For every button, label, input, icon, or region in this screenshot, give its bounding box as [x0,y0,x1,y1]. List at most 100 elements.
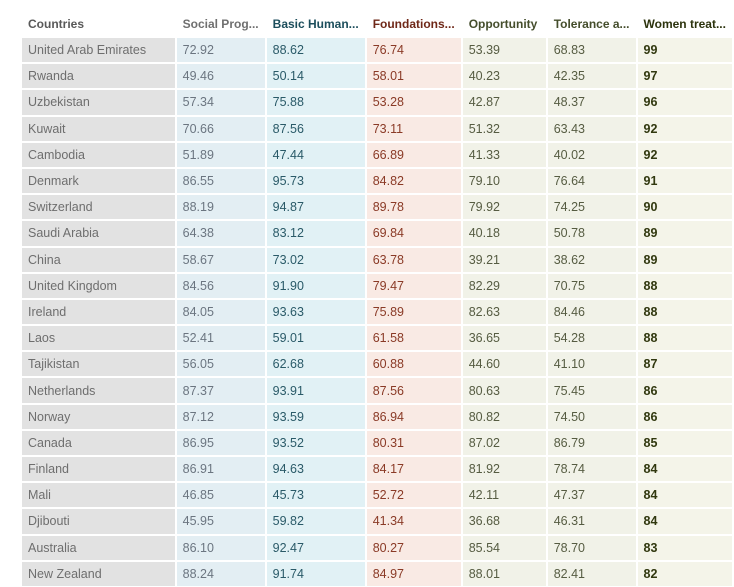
tolerance-value-cell[interactable]: 54.28 [547,326,636,351]
basic-value-cell[interactable]: 95.73 [266,168,365,194]
women-value-cell[interactable]: 85 [637,430,732,455]
women-value-cell[interactable]: 88 [637,326,732,351]
tolerance-value-cell[interactable]: 38.62 [547,247,636,272]
country-cell[interactable]: New Zealand [22,561,175,586]
foundations-value-cell[interactable]: 84.17 [366,457,461,482]
tolerance-value-cell[interactable]: 78.70 [547,535,636,560]
country-cell[interactable]: Djibouti [22,509,175,534]
social-value-cell[interactable]: 72.92 [176,38,265,63]
tolerance-value-cell[interactable]: 46.31 [547,509,636,534]
women-value-cell[interactable]: 89 [637,247,732,272]
opportunity-value-cell[interactable]: 87.02 [462,430,546,455]
foundations-value-cell[interactable]: 73.11 [366,116,461,141]
opportunity-value-cell[interactable]: 42.11 [462,483,546,508]
basic-value-cell[interactable]: 47.44 [266,142,365,167]
country-cell[interactable]: Tajikistan [22,352,175,377]
tolerance-value-cell[interactable]: 41.10 [547,352,636,377]
opportunity-value-cell[interactable]: 51.32 [462,116,546,141]
basic-value-cell[interactable]: 87.56 [266,116,365,141]
basic-value-cell[interactable]: 50.14 [266,64,365,89]
column-header-country[interactable]: Countries [22,11,175,36]
tolerance-value-cell[interactable]: 63.43 [547,116,636,141]
foundations-value-cell[interactable]: 80.31 [366,430,461,455]
social-value-cell[interactable]: 86.91 [176,457,265,482]
women-value-cell[interactable]: 86 [637,404,732,429]
basic-value-cell[interactable]: 75.88 [266,90,365,115]
country-cell[interactable]: Mali [22,483,175,508]
women-value-cell[interactable]: 91 [637,168,732,194]
social-value-cell[interactable]: 86.10 [176,535,265,560]
foundations-value-cell[interactable]: 86.94 [366,404,461,429]
social-value-cell[interactable]: 87.37 [176,378,265,403]
opportunity-value-cell[interactable]: 40.23 [462,64,546,89]
opportunity-value-cell[interactable]: 40.18 [462,221,546,246]
foundations-value-cell[interactable]: 84.82 [366,168,461,194]
foundations-value-cell[interactable]: 52.72 [366,483,461,508]
social-value-cell[interactable]: 88.19 [176,195,265,220]
foundations-value-cell[interactable]: 80.27 [366,535,461,560]
country-cell[interactable]: United Arab Emirates [22,38,175,63]
women-value-cell[interactable]: 90 [637,195,732,220]
foundations-value-cell[interactable]: 58.01 [366,64,461,89]
opportunity-value-cell[interactable]: 88.01 [462,561,546,586]
social-value-cell[interactable]: 84.05 [176,299,265,325]
foundations-value-cell[interactable]: 61.58 [366,326,461,351]
social-value-cell[interactable]: 45.95 [176,509,265,534]
country-cell[interactable]: United Kingdom [22,273,175,298]
women-value-cell[interactable]: 84 [637,457,732,482]
tolerance-value-cell[interactable]: 70.75 [547,273,636,298]
foundations-value-cell[interactable]: 69.84 [366,221,461,246]
social-value-cell[interactable]: 84.56 [176,273,265,298]
tolerance-value-cell[interactable]: 50.78 [547,221,636,246]
opportunity-value-cell[interactable]: 79.10 [462,168,546,194]
opportunity-value-cell[interactable]: 42.87 [462,90,546,115]
social-value-cell[interactable]: 51.89 [176,142,265,167]
tolerance-value-cell[interactable]: 42.35 [547,64,636,89]
basic-value-cell[interactable]: 45.73 [266,483,365,508]
women-value-cell[interactable]: 96 [637,90,732,115]
opportunity-value-cell[interactable]: 80.63 [462,378,546,403]
opportunity-value-cell[interactable]: 82.63 [462,299,546,325]
tolerance-value-cell[interactable]: 78.74 [547,457,636,482]
women-value-cell[interactable]: 88 [637,299,732,325]
women-value-cell[interactable]: 87 [637,352,732,377]
column-header-social[interactable]: Social Prog... [176,11,265,36]
basic-value-cell[interactable]: 93.91 [266,378,365,403]
country-cell[interactable]: Australia [22,535,175,560]
opportunity-value-cell[interactable]: 82.29 [462,273,546,298]
foundations-value-cell[interactable]: 75.89 [366,299,461,325]
foundations-value-cell[interactable]: 41.34 [366,509,461,534]
basic-value-cell[interactable]: 88.62 [266,38,365,63]
women-value-cell[interactable]: 97 [637,64,732,89]
country-cell[interactable]: Canada [22,430,175,455]
women-value-cell[interactable]: 89 [637,221,732,246]
foundations-value-cell[interactable]: 87.56 [366,378,461,403]
country-cell[interactable]: Uzbekistan [22,90,175,115]
women-value-cell[interactable]: 84 [637,509,732,534]
foundations-value-cell[interactable]: 84.97 [366,561,461,586]
social-value-cell[interactable]: 88.24 [176,561,265,586]
basic-value-cell[interactable]: 94.87 [266,195,365,220]
tolerance-value-cell[interactable]: 74.50 [547,404,636,429]
foundations-value-cell[interactable]: 53.28 [366,90,461,115]
women-value-cell[interactable]: 92 [637,142,732,167]
foundations-value-cell[interactable]: 79.47 [366,273,461,298]
opportunity-value-cell[interactable]: 41.33 [462,142,546,167]
social-value-cell[interactable]: 86.95 [176,430,265,455]
women-value-cell[interactable]: 83 [637,535,732,560]
basic-value-cell[interactable]: 93.52 [266,430,365,455]
column-header-foundations[interactable]: Foundations... [366,11,461,36]
social-value-cell[interactable]: 86.55 [176,168,265,194]
foundations-value-cell[interactable]: 60.88 [366,352,461,377]
social-value-cell[interactable]: 57.34 [176,90,265,115]
basic-value-cell[interactable]: 93.59 [266,404,365,429]
basic-value-cell[interactable]: 93.63 [266,299,365,325]
tolerance-value-cell[interactable]: 68.83 [547,38,636,63]
tolerance-value-cell[interactable]: 47.37 [547,483,636,508]
country-cell[interactable]: Netherlands [22,378,175,403]
column-header-tolerance[interactable]: Tolerance a... [547,11,636,36]
social-value-cell[interactable]: 64.38 [176,221,265,246]
basic-value-cell[interactable]: 59.82 [266,509,365,534]
women-value-cell[interactable]: 86 [637,378,732,403]
country-cell[interactable]: Kuwait [22,116,175,141]
